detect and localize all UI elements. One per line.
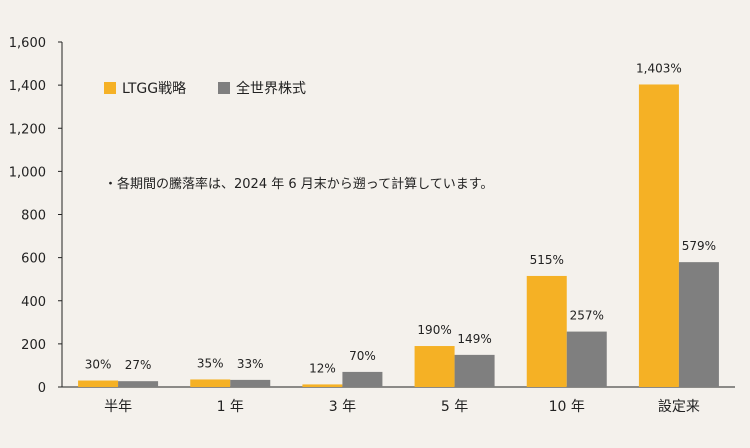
data-label: 70% — [349, 349, 376, 363]
y-tick-label: 0 — [38, 381, 46, 396]
category-labels: 半年 1 年 3 年 5 年 10 年 設定来 — [104, 399, 700, 415]
data-label: 33% — [237, 357, 264, 371]
data-label: 1,403% — [636, 61, 682, 75]
category-label: 3 年 — [329, 399, 356, 415]
legend-label-world-equity: 全世界株式 — [236, 80, 306, 97]
y-tick-label: 1,200 — [9, 122, 46, 137]
data-label: 579% — [682, 239, 716, 253]
data-label: 27% — [125, 358, 152, 372]
legend: LTGG戦略 全世界株式 — [104, 80, 306, 97]
category-label: 設定来 — [658, 399, 700, 415]
chart-note: ・各期間の騰落率は、2024 年 6 月末から遡って計算しています。 — [104, 176, 493, 192]
legend-label-ltgg: LTGG戦略 — [122, 81, 186, 97]
y-tick-label: 1,600 — [9, 36, 46, 51]
data-label: 257% — [570, 309, 604, 323]
data-label: 149% — [457, 332, 491, 346]
y-axis-ticks: 0 200 400 600 800 1,000 1,200 1,400 1,600 — [9, 36, 62, 396]
bar-world-equity — [566, 331, 607, 387]
y-tick-label: 800 — [21, 209, 46, 224]
bar-ltgg — [78, 380, 119, 387]
data-label: 12% — [309, 361, 336, 375]
data-label: 190% — [417, 323, 451, 337]
y-tick-label: 1,000 — [9, 165, 46, 180]
bar-ltgg — [414, 346, 455, 387]
y-tick-label: 600 — [21, 252, 46, 267]
bar-ltgg — [638, 84, 679, 388]
bar-world-equity — [230, 379, 271, 387]
category-label: 10 年 — [549, 399, 585, 415]
y-tick-label: 200 — [21, 338, 46, 353]
bar-ltgg — [190, 379, 231, 387]
bar-world-equity — [678, 262, 719, 387]
bar-world-equity — [454, 354, 495, 387]
bars — [78, 84, 719, 388]
y-tick-label: 1,400 — [9, 79, 46, 94]
bar-ltgg — [526, 275, 567, 387]
category-label: 5 年 — [441, 399, 468, 415]
bar-ltgg — [302, 384, 343, 387]
bar-world-equity — [118, 381, 159, 387]
legend-swatch-world-equity — [218, 82, 230, 94]
y-tick-label: 400 — [21, 295, 46, 310]
legend-swatch-ltgg — [104, 82, 116, 94]
data-label: 515% — [530, 253, 564, 267]
data-label: 35% — [197, 356, 224, 370]
data-labels: 30% 27% 35% 33% 12% 70% 190% 149% 515% 257% 1,403%… — [85, 61, 716, 375]
data-label: 30% — [85, 358, 112, 372]
category-label: 1 年 — [217, 399, 244, 415]
category-label: 半年 — [104, 399, 132, 415]
bar-world-equity — [342, 371, 383, 387]
